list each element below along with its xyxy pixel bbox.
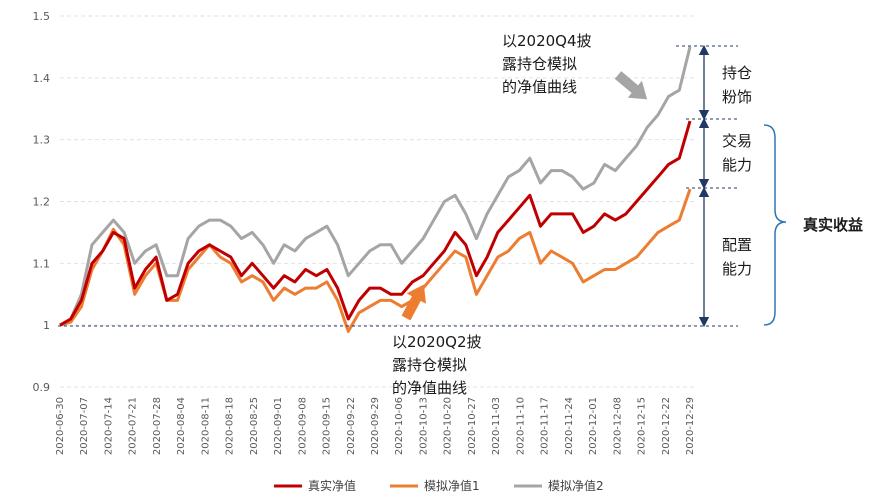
- x-tick-label: 2020-08-25: [249, 397, 260, 455]
- x-tick-label: 2020-12-01: [588, 397, 599, 455]
- q2-annotation-line-1: 以2020Q2披: [392, 333, 482, 351]
- x-tick-label: 2020-11-24: [564, 397, 575, 455]
- q4-annotation-line-1: 以2020Q4披: [502, 32, 592, 50]
- trading-ability-label-1: 交易: [722, 132, 752, 150]
- x-tick-label: 2020-12-29: [685, 397, 696, 455]
- series-line-2: [59, 46, 692, 327]
- x-tick-label: 2020-11-10: [515, 397, 526, 455]
- x-tick-label: 2020-07-21: [128, 397, 139, 455]
- q4-gray-arrow-icon: [614, 71, 648, 100]
- q2-orange-arrow-icon: [401, 284, 427, 321]
- x-tick-label: 2020-07-28: [152, 397, 163, 455]
- allocation-ability-label-2: 能力: [722, 260, 752, 278]
- legend-label-sim2: 模拟净值2: [548, 478, 604, 493]
- trading-ability-label-2: 能力: [722, 156, 752, 174]
- x-tick-label: 2020-09-22: [346, 397, 357, 455]
- x-tick-label: 2020-09-01: [273, 397, 284, 455]
- allocation-ability-label-1: 配置: [722, 236, 752, 254]
- x-tick-label: 2020-07-07: [79, 397, 90, 455]
- x-tick-label: 2020-08-11: [200, 397, 211, 455]
- x-tick-label: 2020-08-18: [225, 397, 236, 455]
- q4-annotation-line-2: 露持仓模拟: [502, 55, 577, 73]
- y-tick-label: 0.9: [33, 381, 51, 394]
- legend-label-sim1: 模拟净值1: [424, 478, 480, 493]
- holding-dressing-label-2: 粉饰: [722, 88, 752, 106]
- q2-annotation-line-2: 露持仓模拟: [392, 356, 467, 374]
- series-lines: [59, 46, 692, 333]
- y-tick-label: 1: [43, 319, 50, 332]
- y-tick-label: 1.3: [33, 134, 51, 147]
- x-tick-label: 2020-06-30: [55, 397, 66, 455]
- q4-annotation-line-3: 的净值曲线: [502, 78, 577, 96]
- legend-label-real: 真实净值: [308, 478, 356, 493]
- holding-dressing-label-1: 持仓: [722, 64, 752, 82]
- series-line-0: [59, 120, 692, 327]
- y-tick-label: 1.5: [33, 10, 51, 23]
- x-tick-label: 2020-10-27: [467, 397, 478, 455]
- x-tick-label: 2020-09-08: [297, 397, 308, 455]
- gridlines: [60, 15, 694, 388]
- x-tick-label: 2020-10-13: [418, 397, 429, 455]
- y-axis-ticks: 0.9 1 1.1 1.2 1.3 1.4 1.5: [33, 10, 51, 394]
- x-tick-label: 2020-12-15: [637, 397, 648, 455]
- real-return-brace: [763, 124, 787, 326]
- y-tick-label: 1.1: [33, 257, 51, 270]
- y-tick-label: 1.4: [33, 72, 51, 85]
- x-tick-label: 2020-09-15: [322, 397, 333, 455]
- x-tick-label: 2020-11-17: [540, 397, 551, 455]
- x-tick-label: 2020-11-03: [491, 397, 502, 455]
- legend: 真实净值 模拟净值1 模拟净值2: [274, 478, 604, 493]
- x-tick-label: 2020-09-29: [370, 397, 381, 455]
- x-tick-label: 2020-07-14: [103, 397, 114, 455]
- x-tick-label: 2020-10-06: [394, 397, 405, 455]
- x-tick-label: 2020-12-22: [661, 397, 672, 455]
- x-axis-ticks: 2020-06-30 2020-07-07 2020-07-14 2020-07-21…: [55, 397, 696, 455]
- x-tick-label: 2020-08-04: [176, 397, 187, 455]
- x-tick-label: 2020-12-08: [612, 397, 623, 455]
- x-tick-label: 2020-10-20: [443, 397, 454, 455]
- y-tick-label: 1.2: [33, 196, 51, 209]
- real-return-label: 真实收益: [803, 216, 863, 234]
- q2-annotation-line-3: 的净值曲线: [392, 379, 467, 397]
